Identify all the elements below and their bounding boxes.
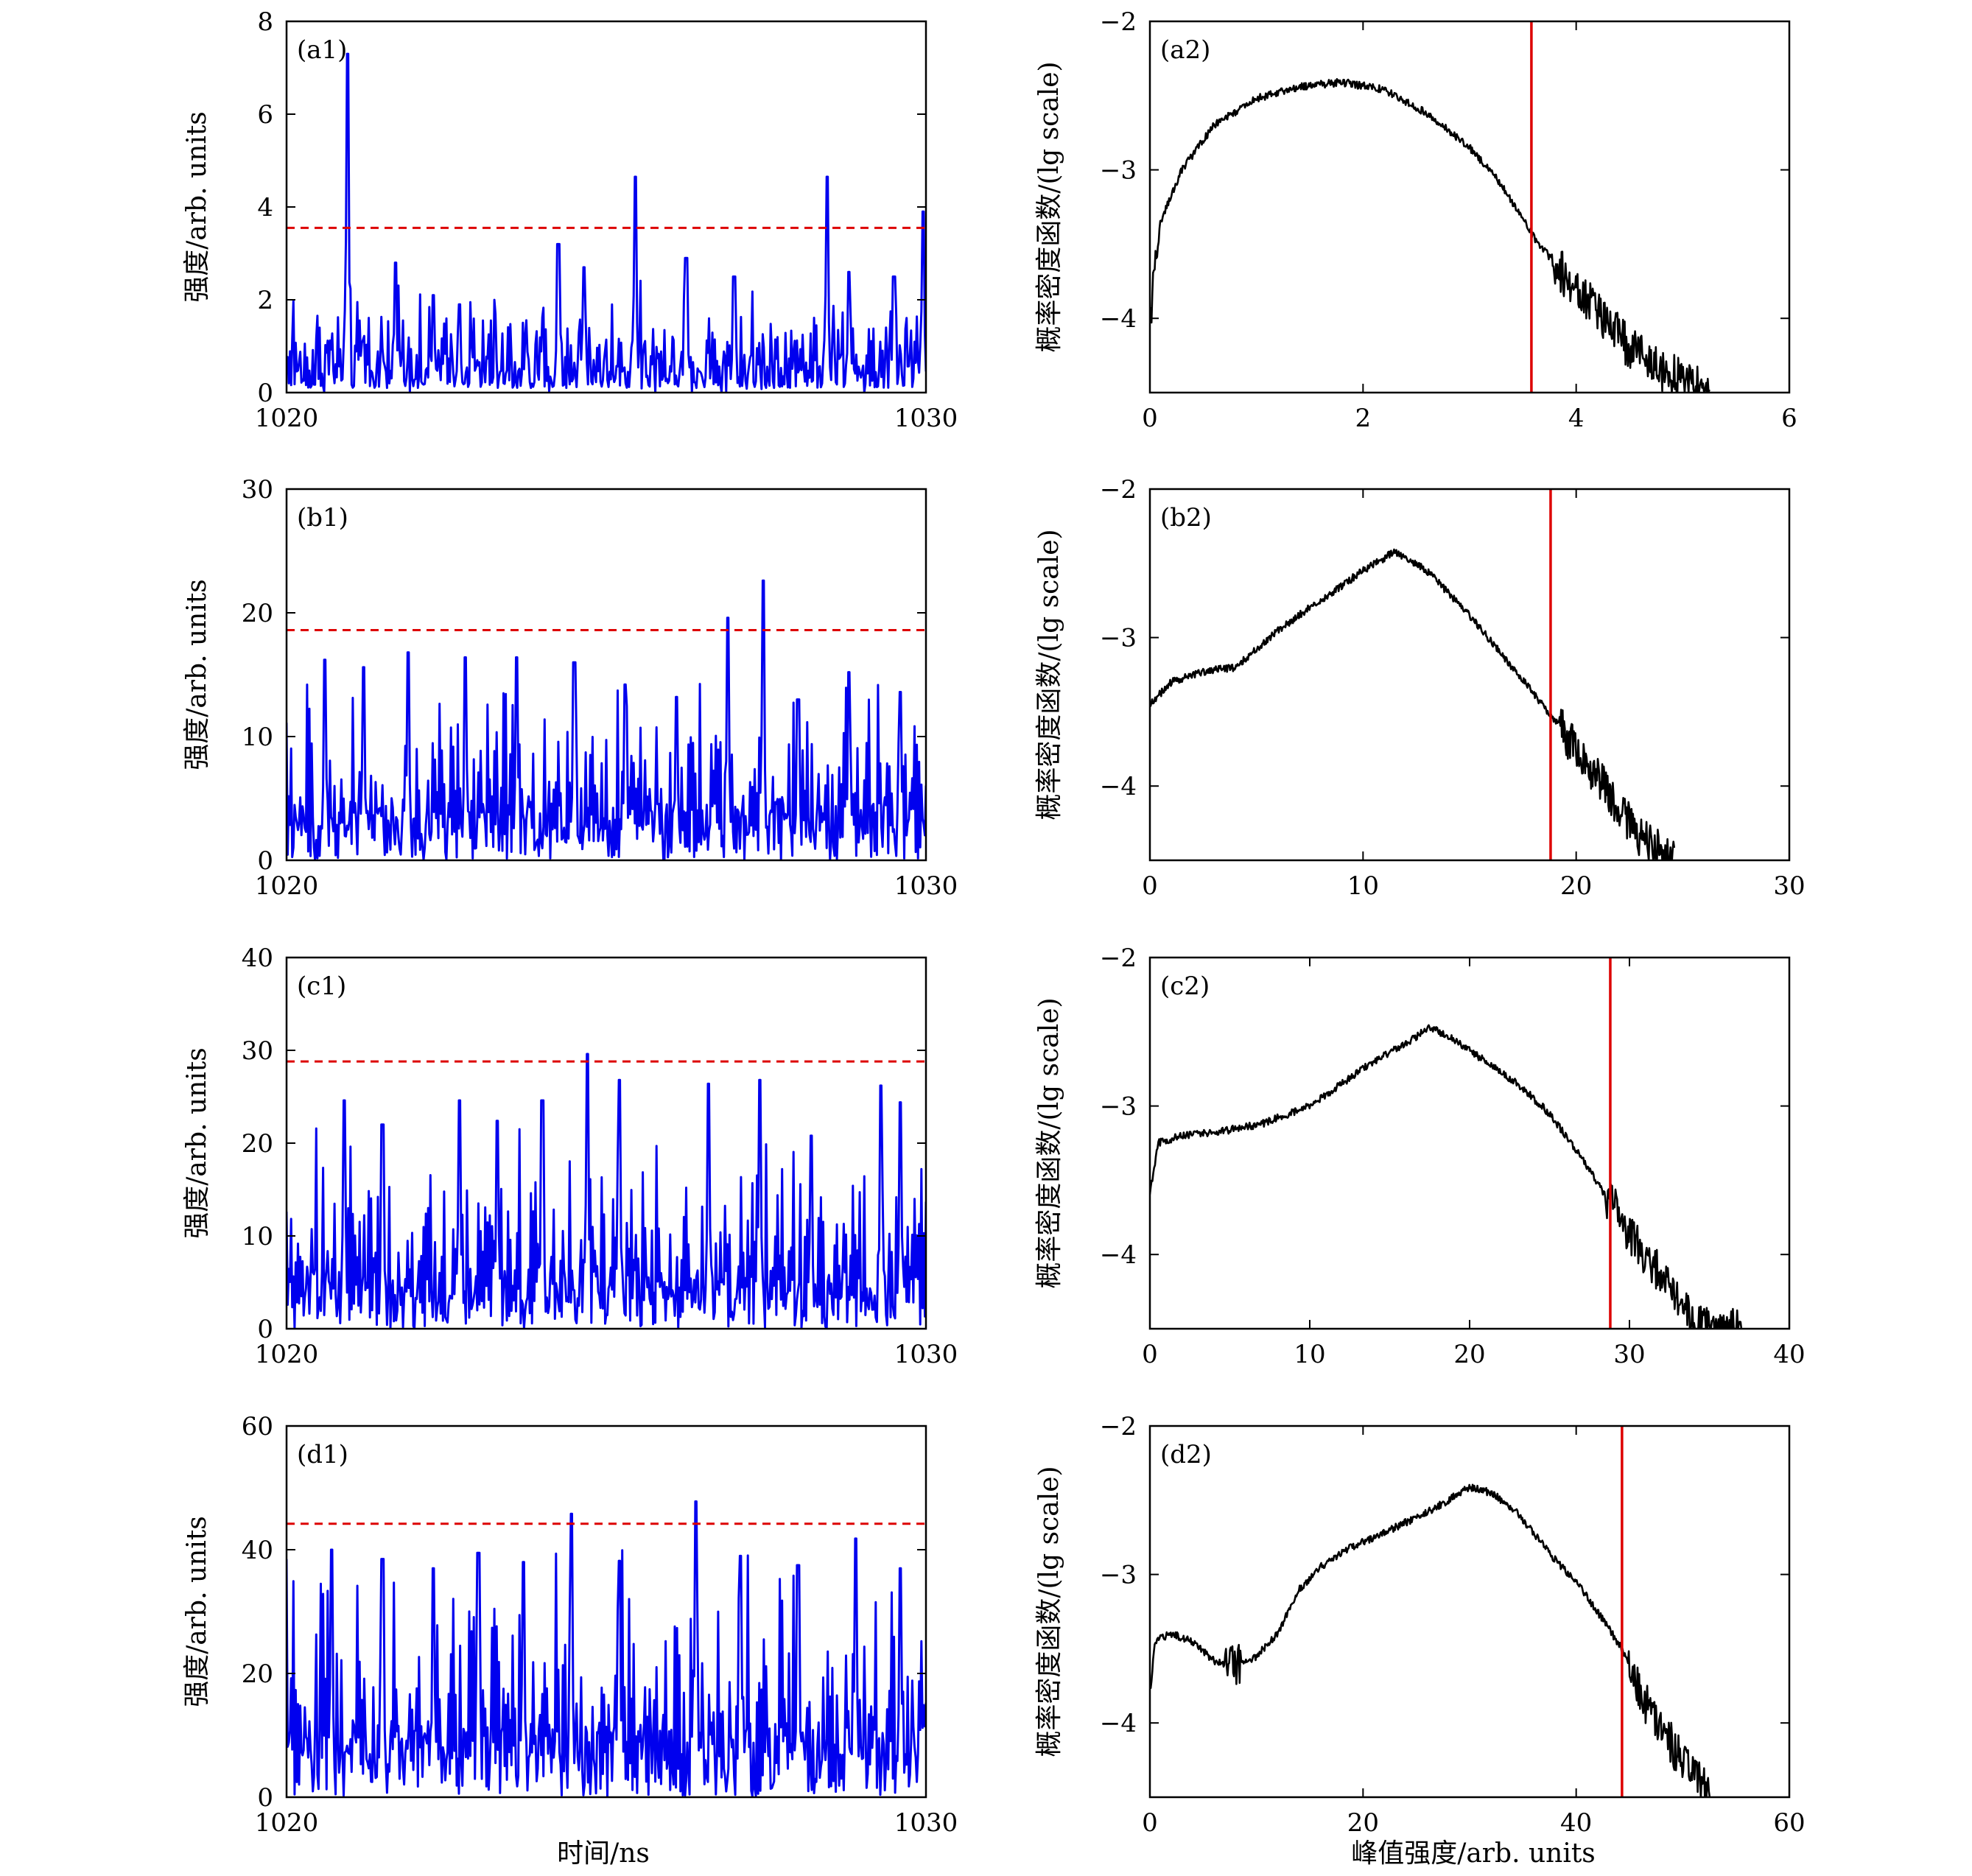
y-tick-label-b2: −2 [1100,475,1137,505]
y-tick-label-d1: 40 [242,1536,273,1565]
y-tick-label-a2: −2 [1100,7,1137,37]
chart-panel-d1: 1020 1030 0 20 40 60 (d1) 强度/arb. units [182,1412,958,1838]
x-tick-label-d1: 1030 [894,1808,958,1838]
chart-panel-d2: 0 20 40 60 −2 −3 −4 (d2) 概率密度函数/(lg scale) [1034,1412,1806,1838]
panel-label-c2: (c2) [1160,972,1210,1001]
y-tick-label-c1: 30 [242,1036,273,1066]
x-tick-label-c2: 10 [1294,1340,1325,1369]
y-tick-label-a2: −3 [1100,156,1137,186]
y-tick-label-c1: 10 [242,1222,273,1251]
chart-panel-a2: 0 2 4 6 −2 −3 −4 (a2) 概率密度函数/(lg scale) [1034,7,1797,433]
y-tick-label-b1: 10 [242,723,273,752]
panel-label-b1: (b1) [297,503,348,533]
x-tick-label-c1: 1030 [894,1340,958,1369]
y-tick-label-c2: −4 [1100,1240,1137,1270]
x-tick-label-d2: 40 [1560,1808,1592,1838]
x-tick-label-a2: 4 [1568,404,1585,433]
y-tick-label-d2: −2 [1100,1412,1137,1441]
y-tick-label-d1: 0 [257,1783,273,1813]
y-tick-label-d1: 20 [242,1659,273,1689]
y-axis-title-d1: 强度/arb. units [182,1516,212,1707]
series-line-c1 [287,1053,926,1329]
y-tick-label-a2: −4 [1100,304,1137,334]
y-tick-label-b2: −3 [1100,624,1137,653]
y-axis-title-d2: 概率密度函数/(lg scale) [1034,1466,1064,1757]
chart-panel-b2: 0 10 20 30 −2 −3 −4 (b2) 概率密度函数/(lg scale) [1034,475,1806,901]
series-line-b2 [1150,548,1676,860]
y-axis-title-a2: 概率密度函数/(lg scale) [1034,61,1064,352]
series-line-a2 [1150,78,1710,393]
plot-frame-a2 [1148,20,1791,394]
x-tick-label-c2: 0 [1142,1340,1158,1369]
x-tick-label-d1: 1020 [255,1808,319,1838]
y-tick-label-a1: 2 [257,286,273,315]
y-tick-label-c1: 40 [242,944,273,973]
y-tick-label-a1: 0 [257,379,273,408]
x-tick-label-b2: 10 [1347,871,1379,901]
series-line-a1 [287,52,926,393]
y-tick-label-a1: 4 [257,193,273,222]
x-tick-label-a2: 0 [1142,404,1158,433]
y-tick-label-d1: 60 [242,1412,273,1441]
panel-label-c1: (c1) [297,972,346,1001]
y-tick-label-b1: 0 [257,846,273,876]
series-line-d1 [287,1500,926,1797]
y-tick-label-a1: 8 [257,7,273,37]
panel-label-a1: (a1) [297,35,347,65]
y-tick-label-c1: 0 [257,1315,273,1344]
x-tick-label-b1: 1030 [894,871,958,901]
x-tick-label-c2: 30 [1613,1340,1645,1369]
series-line-c2 [1150,1024,1743,1329]
panel-label-a2: (a2) [1160,35,1210,65]
panel-label-b2: (b2) [1160,503,1212,533]
y-axis-title-a1: 强度/arb. units [182,111,212,303]
plot-frame-b2 [1148,488,1791,862]
y-tick-label-c2: −3 [1100,1092,1137,1122]
y-tick-label-d2: −4 [1100,1709,1137,1738]
x-tick-label-a2: 2 [1355,404,1372,433]
plot-frame-d2 [1148,1424,1791,1799]
panel-label-d1: (d1) [297,1440,348,1469]
plot-frame-b1 [285,488,927,862]
y-tick-label-c1: 20 [242,1129,273,1159]
y-tick-label-b1: 30 [242,475,273,505]
y-axis-title-b2: 概率密度函数/(lg scale) [1034,529,1064,820]
plot-frame-c1 [285,956,927,1330]
y-tick-label-a1: 6 [257,100,273,130]
y-tick-label-b1: 20 [242,599,273,628]
y-axis-title-c2: 概率密度函数/(lg scale) [1034,997,1064,1288]
x-tick-label-d2: 20 [1347,1808,1379,1838]
x-axis-title-right: 峰值强度/arb. units [1351,1838,1596,1869]
x-tick-label-b2: 0 [1142,871,1158,901]
y-tick-label-d2: −3 [1100,1561,1137,1590]
plot-frame-d1 [285,1424,927,1799]
x-tick-label-c2: 20 [1453,1340,1485,1369]
x-tick-label-b2: 30 [1773,871,1805,901]
panel-label-d2: (d2) [1160,1440,1212,1469]
x-tick-label-a1: 1020 [255,404,319,433]
x-tick-label-b1: 1020 [255,871,319,901]
series-line-d2 [1150,1483,1711,1797]
plot-frame-c2 [1148,956,1791,1330]
series-line-b1 [287,579,926,860]
x-axis-title-left: 时间/ns [557,1838,650,1869]
y-tick-label-b2: −4 [1100,772,1137,801]
y-axis-title-c1: 强度/arb. units [182,1047,212,1239]
x-tick-label-d2: 0 [1142,1808,1158,1838]
x-tick-label-b2: 20 [1560,871,1592,901]
x-tick-label-c2: 40 [1773,1340,1805,1369]
chart-panel-a1: 1020 1030 0 2 4 6 8 (a1) 强度/arb. units [182,7,958,433]
y-axis-title-b1: 强度/arb. units [182,579,212,770]
x-tick-label-d2: 60 [1773,1808,1805,1838]
chart-panel-c2: 0 10 20 30 40 −2 −3 −4 (c2) 概率密度函数/(lg scale) [1034,944,1806,1369]
x-tick-label-c1: 1020 [255,1340,319,1369]
y-tick-label-c2: −2 [1100,944,1137,973]
x-tick-label-a2: 6 [1781,404,1797,433]
x-tick-label-a1: 1030 [894,404,958,433]
